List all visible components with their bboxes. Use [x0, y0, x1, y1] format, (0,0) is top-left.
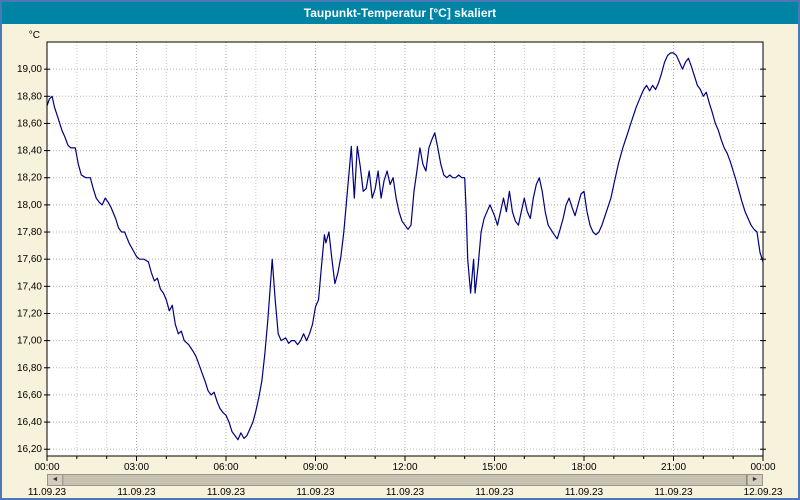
y-axis-unit-label: °C — [29, 30, 40, 41]
x-axis-time-label: 00:00 — [34, 462, 59, 473]
window-title-bar: Taupunkt-Temperatur [°C] skaliert — [2, 2, 798, 24]
y-axis-label: 17,40 — [17, 281, 42, 292]
x-axis-date-label: 11.09.23 — [386, 487, 425, 498]
x-axis-date-label: 11.09.23 — [475, 487, 514, 498]
x-axis-time-label: 09:00 — [303, 462, 328, 473]
y-axis-label: 18,40 — [17, 146, 42, 157]
temperature-series-line — [46, 52, 764, 441]
x-axis-time-label: 18:00 — [571, 462, 596, 473]
y-axis-label: 19,00 — [17, 64, 42, 75]
y-axis-label: 17,00 — [17, 336, 42, 347]
page-title: Taupunkt-Temperatur [°C] skaliert — [303, 6, 497, 20]
x-axis-date-label: 11.09.23 — [654, 487, 693, 498]
y-axis-label: 18,20 — [17, 173, 42, 184]
x-axis-time-label: 03:00 — [124, 462, 149, 473]
x-scrollbar[interactable]: ◄ ► — [47, 474, 763, 486]
x-axis-time-label: 15:00 — [482, 462, 507, 473]
y-axis-label: 18,80 — [17, 91, 42, 102]
y-axis-label: 16,40 — [17, 417, 42, 428]
x-axis-time-label: 21:00 — [661, 462, 686, 473]
y-axis-label: 17,80 — [17, 227, 42, 238]
y-axis-label: 17,20 — [17, 308, 42, 319]
x-axis-date-label: 11.09.23 — [565, 487, 604, 498]
x-axis-date-label: 11.09.23 — [117, 487, 156, 498]
plot-border — [46, 41, 764, 457]
x-axis-date-label: 11.09.23 — [296, 487, 335, 498]
y-axis-label: 16,20 — [17, 444, 42, 455]
scrollbar-thumb[interactable] — [63, 475, 747, 485]
x-axis-date-label: 11.09.23 — [207, 487, 246, 498]
y-axis-label: 18,60 — [17, 118, 42, 129]
x-axis-date-label: 11.09.23 — [28, 487, 67, 498]
x-axis-time-label: 00:00 — [750, 462, 775, 473]
x-axis-time-label: 12:00 — [392, 462, 417, 473]
x-axis-date-label: 12.09.23 — [744, 487, 783, 498]
y-axis-label: 16,60 — [17, 390, 42, 401]
scrollbar-left-arrow-icon[interactable]: ◄ — [48, 475, 63, 485]
x-axis-time-label: 06:00 — [213, 462, 238, 473]
y-axis-label: 18,00 — [17, 200, 42, 211]
scrollbar-right-arrow-icon[interactable]: ► — [747, 475, 762, 485]
y-axis-label: 17,60 — [17, 254, 42, 265]
y-axis-label: 16,80 — [17, 363, 42, 374]
dewpoint-line-chart: 16,20 16,40 16,60 16,80 17,00 17,20 17,40 17,60… — [17, 30, 783, 498]
